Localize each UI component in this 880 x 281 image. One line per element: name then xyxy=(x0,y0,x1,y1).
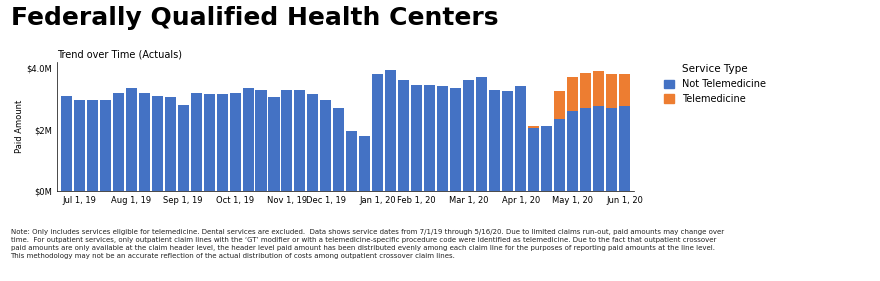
Bar xyxy=(216,94,228,191)
Legend: Not Telemedicine, Telemedicine: Not Telemedicine, Telemedicine xyxy=(662,62,769,107)
Bar xyxy=(255,90,267,191)
Bar xyxy=(528,128,539,191)
Bar xyxy=(619,74,630,106)
Bar xyxy=(191,93,202,191)
Bar xyxy=(203,94,215,191)
Bar xyxy=(113,93,124,191)
Bar xyxy=(399,80,409,191)
Bar xyxy=(593,106,604,191)
Bar xyxy=(567,111,578,191)
Y-axis label: Paid Amount: Paid Amount xyxy=(15,100,24,153)
Bar xyxy=(619,106,630,191)
Bar xyxy=(567,77,578,111)
Bar xyxy=(307,94,319,191)
Bar xyxy=(502,91,513,191)
Bar xyxy=(347,131,357,191)
Bar xyxy=(411,85,422,191)
Bar xyxy=(243,88,253,191)
Bar xyxy=(541,126,552,191)
Bar xyxy=(230,93,240,191)
Bar xyxy=(489,90,500,191)
Text: Federally Qualified Health Centers: Federally Qualified Health Centers xyxy=(11,6,498,30)
Bar xyxy=(476,77,488,191)
Bar xyxy=(593,71,604,106)
Bar xyxy=(580,72,591,108)
Bar xyxy=(554,91,565,119)
Bar xyxy=(424,85,436,191)
Bar xyxy=(580,108,591,191)
Bar xyxy=(606,108,617,191)
Bar xyxy=(359,136,370,191)
Bar xyxy=(268,97,280,191)
Bar xyxy=(372,74,384,191)
Bar xyxy=(295,90,305,191)
Bar xyxy=(385,69,396,191)
Bar xyxy=(320,100,332,191)
Bar xyxy=(554,119,565,191)
Bar xyxy=(126,88,136,191)
Bar xyxy=(515,87,526,191)
Bar xyxy=(437,87,448,191)
Bar xyxy=(282,90,292,191)
Bar xyxy=(451,88,461,191)
Bar xyxy=(61,96,72,191)
Bar xyxy=(151,96,163,191)
Bar xyxy=(334,108,344,191)
Bar xyxy=(139,93,150,191)
Bar xyxy=(178,105,188,191)
Bar xyxy=(463,80,474,191)
Bar xyxy=(528,126,539,128)
Bar xyxy=(99,100,111,191)
Bar xyxy=(74,100,84,191)
Text: Trend over Time (Actuals): Trend over Time (Actuals) xyxy=(57,50,182,60)
Text: Note: Only includes services eligible for telemedicine. Dental services are excl: Note: Only includes services eligible fo… xyxy=(11,229,723,259)
Bar xyxy=(606,74,617,108)
Bar xyxy=(165,97,176,191)
Bar xyxy=(87,100,98,191)
